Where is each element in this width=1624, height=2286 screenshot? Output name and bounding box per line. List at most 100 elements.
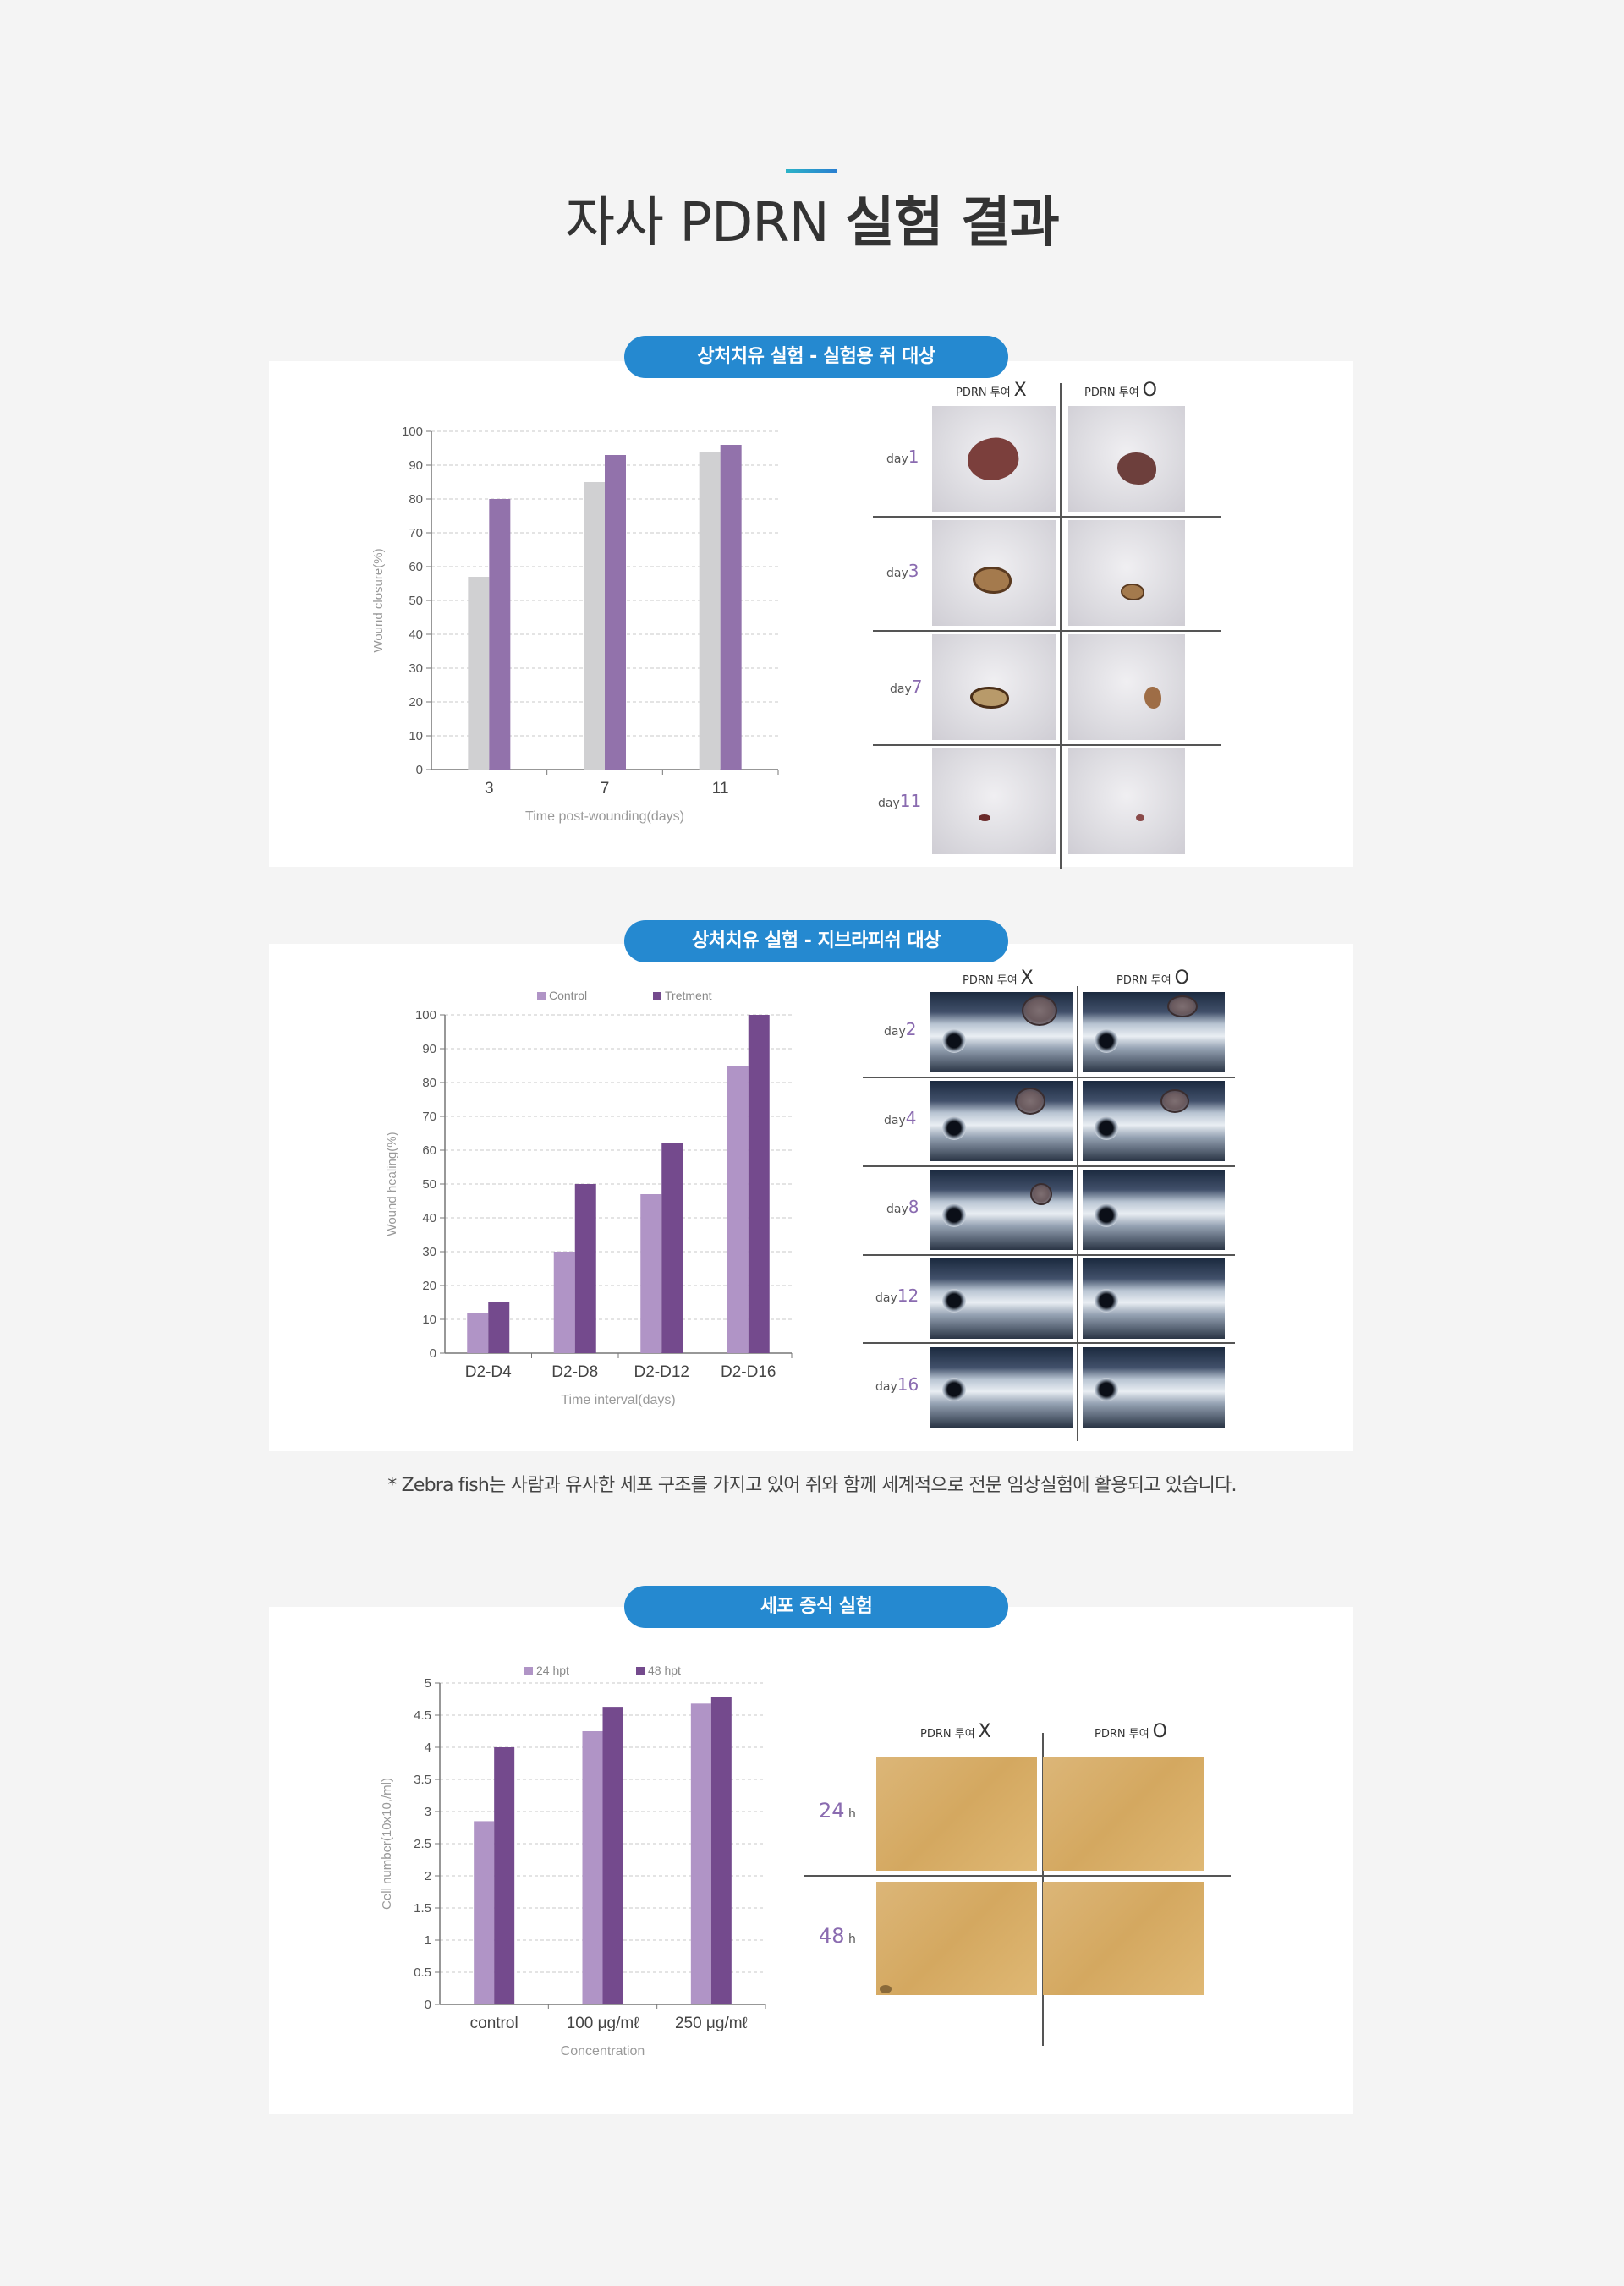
bar-series-1 — [720, 445, 742, 770]
fish-photo-without-day4 — [930, 1081, 1073, 1161]
x-tick-label: control — [470, 2015, 518, 2032]
y-axis-label: Cell number(10x10,/ml) — [380, 1778, 394, 1910]
y-tick-label: 70 — [409, 526, 423, 540]
legend-swatch — [636, 1667, 645, 1675]
y-tick-label: 2 — [425, 1869, 431, 1883]
mouse-photo-with-day1 — [1068, 406, 1185, 512]
x-tick-label: D2-D16 — [721, 1363, 776, 1381]
grid-row-divider — [863, 1165, 1235, 1167]
photo-grid-mouse: PDRN 투여 X PDRN 투여 O day1 day3 day7 day11 — [863, 376, 1235, 869]
col-header-with-mark: O — [1142, 380, 1157, 401]
col-header-without-label: PDRN 투여 — [956, 386, 1011, 399]
y-tick-label: 20 — [409, 695, 423, 710]
mouse-photo-with-day11 — [1068, 748, 1185, 854]
title-accent-bar — [786, 169, 837, 173]
chart-mouse-svg: 0 10 20 30 40 50 60 70 80 90 100 3 7 11 Time post-woun… — [371, 425, 779, 824]
grid-row-divider — [863, 1342, 1235, 1344]
x-axis-label: Time post-wounding(days) — [525, 809, 684, 824]
grid-vertical-divider — [1077, 986, 1078, 1441]
chart-zebrafish-svg: 0 10 20 30 40 50 60 70 80 90 100 D2-D4 D2-D8 D2-D12 D2… — [385, 989, 793, 1407]
col-header-with: PDRN 투여 O — [1116, 968, 1189, 989]
y-tick-label: 0.5 — [414, 1965, 431, 1980]
bar-series-1 — [489, 499, 511, 770]
mouse-photo-without-day11 — [932, 748, 1056, 854]
cell-photo-without-24h — [876, 1757, 1037, 1871]
bar-control — [467, 1313, 489, 1353]
y-tick-label: 2.5 — [414, 1837, 431, 1851]
y-tick-label: 4 — [425, 1741, 431, 1755]
x-tick-label: 3 — [485, 780, 494, 798]
y-tick-label: 3.5 — [414, 1773, 431, 1787]
page-title-bold: 실험 결과 — [844, 192, 1060, 255]
col-header-with: PDRN 투여 O — [1084, 380, 1157, 401]
x-axis-label: Time interval(days) — [561, 1393, 675, 1407]
y-tick-label: 4.5 — [414, 1708, 431, 1723]
zebrafish-footnote: * Zebra fish는 사람과 유사한 세포 구조를 가지고 있어 쥐와 함… — [387, 1475, 1237, 1496]
row-label-hour: 48 h — [819, 1924, 856, 1948]
fish-photo-without-day2 — [930, 992, 1073, 1072]
x-tick-label: 100 μg/mℓ — [567, 2015, 639, 2032]
legend-label: 48 hpt — [648, 1664, 681, 1677]
col-header-without: PDRN 투여 X — [956, 380, 1027, 401]
y-tick-label: 0 — [430, 1346, 436, 1361]
mouse-photo-with-day3 — [1068, 520, 1185, 626]
grid-row-divider — [873, 744, 1221, 746]
bar-tretment — [661, 1143, 683, 1353]
grid-vertical-divider — [1060, 383, 1062, 869]
bar-48-hpt — [602, 1707, 623, 2004]
row-label-day: day12 — [875, 1286, 919, 1306]
chart-zebrafish-wound-healing: 0 10 20 30 40 50 60 70 80 90 100 D2-D4 D2-D8 D2-D12 D2… — [355, 989, 829, 1429]
grid-row-divider — [873, 516, 1221, 518]
y-tick-label: 60 — [422, 1143, 436, 1158]
grid-row-divider — [873, 630, 1221, 632]
legend-swatch — [537, 992, 546, 1000]
x-tick-label: 250 μg/mℓ — [675, 2015, 748, 2032]
row-label-hour: 24 h — [819, 1799, 856, 1823]
fish-photo-with-day4 — [1083, 1081, 1225, 1161]
mouse-photo-without-day3 — [932, 520, 1056, 626]
bar-control — [553, 1252, 575, 1353]
bar-control — [727, 1066, 749, 1353]
section-cell-pill: 세포 증식 실험 — [624, 1586, 1008, 1628]
fish-photo-without-day12 — [930, 1258, 1073, 1339]
col-header-with: PDRN 투여 O — [1095, 1721, 1167, 1742]
legend-swatch — [653, 992, 661, 1000]
y-tick-label: 70 — [422, 1110, 436, 1124]
bar-series-1 — [605, 455, 626, 770]
fish-photo-with-day2 — [1083, 992, 1225, 1072]
mouse-photo-with-day7 — [1068, 634, 1185, 740]
bar-series-0 — [699, 452, 721, 770]
page-title: 자사 PDRN 실험 결과 — [0, 179, 1624, 257]
y-tick-label: 90 — [422, 1042, 436, 1056]
fish-photo-without-day16 — [930, 1347, 1073, 1428]
grid-row-divider — [863, 1254, 1235, 1256]
x-axis-label: Concentration — [561, 2044, 645, 2058]
cell-photo-without-48h — [876, 1882, 1037, 1995]
row-label-day: day4 — [884, 1108, 917, 1128]
bar-48-hpt — [494, 1747, 515, 2004]
y-tick-label: 0 — [425, 1998, 431, 2012]
mouse-photo-without-day7 — [932, 634, 1056, 740]
legend-swatch — [524, 1667, 533, 1675]
col-header-without-mark: X — [1013, 380, 1027, 401]
row-label-day: day1 — [886, 447, 919, 467]
row-label-day: day2 — [884, 1019, 917, 1039]
y-tick-label: 40 — [409, 628, 423, 642]
y-tick-label: 10 — [422, 1313, 436, 1327]
cell-photo-with-48h — [1043, 1882, 1204, 1995]
bar-series-0 — [584, 482, 605, 770]
bar-24-hpt — [690, 1703, 711, 2004]
y-tick-label: 30 — [409, 661, 423, 676]
bar-control — [640, 1194, 662, 1353]
y-tick-label: 1 — [425, 1933, 431, 1948]
y-tick-label: 3 — [425, 1805, 431, 1819]
fish-photo-without-day8 — [930, 1170, 1073, 1250]
y-tick-label: 5 — [425, 1676, 431, 1691]
y-tick-label: 20 — [422, 1279, 436, 1293]
section-zebrafish-pill: 상처치유 실험 - 지브라피쉬 대상 — [624, 920, 1008, 962]
x-tick-label: D2-D12 — [634, 1363, 689, 1381]
col-header-with-label: PDRN 투여 — [1084, 386, 1139, 399]
y-tick-label: 100 — [415, 1008, 436, 1022]
y-tick-label: 30 — [422, 1245, 436, 1259]
legend-label: Control — [549, 989, 587, 1002]
